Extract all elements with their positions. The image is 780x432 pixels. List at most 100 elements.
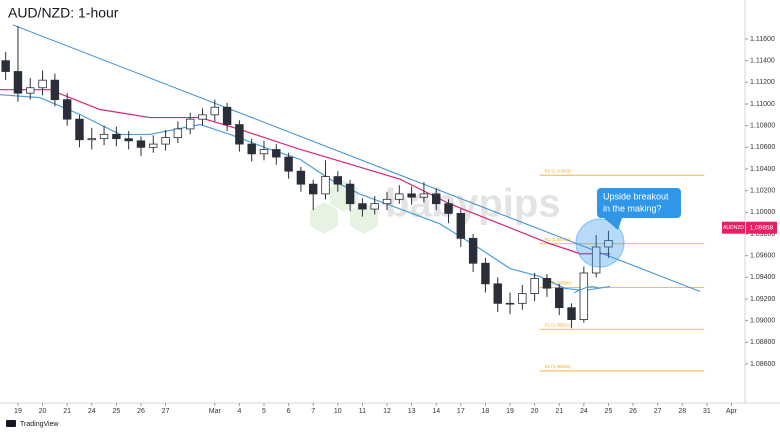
x-tick-label: 27 bbox=[654, 408, 662, 415]
candle-body bbox=[456, 213, 466, 239]
callout-box bbox=[597, 188, 681, 218]
candle-body bbox=[444, 203, 453, 214]
candle-body bbox=[124, 138, 133, 142]
candle-body bbox=[235, 124, 244, 145]
x-tick-label: Apr bbox=[726, 408, 738, 415]
highlight-circle bbox=[575, 218, 625, 268]
chart-title: AUD/NZD: 1-hour bbox=[8, 5, 119, 21]
brand: TradingView bbox=[20, 421, 59, 428]
candle-body bbox=[13, 71, 23, 94]
x-tick-label: 12 bbox=[383, 408, 391, 415]
brand-logo bbox=[6, 420, 16, 427]
y-tick-label: 1.11400 bbox=[750, 58, 775, 65]
y-tick-label: 1.11200 bbox=[750, 79, 775, 86]
x-tick-label: 14 bbox=[432, 408, 440, 415]
candle-body bbox=[591, 246, 601, 274]
curve-marker bbox=[573, 286, 599, 294]
x-tick-label: 4 bbox=[237, 408, 241, 415]
pivot-label: PP (1.09306) bbox=[545, 281, 572, 286]
pivot-label: R2 (1.10343) bbox=[545, 168, 572, 173]
candle-body bbox=[259, 149, 269, 155]
x-tick-label: 25 bbox=[112, 408, 120, 415]
candle-body bbox=[579, 272, 589, 320]
pivot-label: S1 (1.08921) bbox=[545, 322, 572, 327]
y-tick-label: 1.11000 bbox=[750, 101, 775, 108]
candle-body bbox=[395, 193, 404, 200]
x-tick-label: 31 bbox=[703, 408, 711, 415]
candle-body bbox=[38, 79, 47, 89]
candle-body bbox=[542, 278, 552, 289]
y-tick-label: 1.08800 bbox=[750, 339, 775, 346]
candle-body bbox=[432, 193, 441, 205]
y-tick-label: 1.09000 bbox=[750, 318, 775, 325]
x-tick-label: 21 bbox=[63, 408, 71, 415]
candle-body bbox=[419, 193, 429, 198]
candle-body bbox=[50, 79, 60, 101]
x-tick-label: 24 bbox=[88, 408, 96, 415]
x-tick-label: 13 bbox=[408, 408, 416, 415]
x-tick-label: 20 bbox=[531, 408, 539, 415]
candle-body bbox=[284, 156, 293, 172]
y-tick-label: 1.09400 bbox=[750, 274, 775, 281]
y-tick-label: 1.09200 bbox=[750, 296, 775, 303]
x-tick-label: 7 bbox=[311, 408, 315, 415]
moving-average bbox=[0, 89, 611, 255]
callout-text: Upside breakout bbox=[603, 191, 669, 201]
x-tick-label: 20 bbox=[39, 408, 47, 415]
x-tick-label: 11 bbox=[359, 408, 366, 415]
candle-body bbox=[505, 302, 515, 305]
callout-pointer bbox=[604, 218, 622, 230]
candle-body bbox=[149, 143, 158, 148]
candle-body bbox=[407, 193, 416, 198]
candle-body bbox=[333, 176, 343, 185]
x-tick-label: 19 bbox=[506, 408, 514, 415]
candle-body bbox=[555, 287, 564, 309]
candle-body bbox=[345, 183, 355, 205]
candle-body bbox=[247, 143, 256, 155]
price-box bbox=[746, 221, 777, 234]
candle-body bbox=[112, 133, 121, 140]
y-tick-label: 1.10400 bbox=[750, 166, 775, 173]
candle-body bbox=[1, 60, 10, 72]
candle-body bbox=[468, 237, 478, 264]
candle-body bbox=[161, 137, 170, 145]
price-symbol: AUDNZD bbox=[723, 225, 744, 231]
price-label: 1.09858 bbox=[750, 224, 774, 231]
candle-body bbox=[481, 262, 490, 285]
candle-body bbox=[370, 203, 379, 210]
x-tick-label: 27 bbox=[162, 408, 170, 415]
candle-body bbox=[210, 106, 220, 116]
candle-body bbox=[382, 198, 392, 205]
x-tick-label: 18 bbox=[482, 408, 490, 415]
candle-body bbox=[518, 293, 527, 304]
candle-body bbox=[62, 99, 72, 120]
candle-body bbox=[222, 106, 232, 125]
candle-body bbox=[296, 170, 306, 185]
candle-body bbox=[87, 138, 96, 141]
candle-body bbox=[75, 118, 84, 141]
candle-body bbox=[173, 128, 183, 138]
price-symbol-box bbox=[722, 221, 745, 234]
y-tick-label: 1.10000 bbox=[750, 209, 775, 216]
x-tick-label: Mar bbox=[209, 408, 222, 415]
x-tick-label: 26 bbox=[137, 408, 145, 415]
candle-body bbox=[308, 183, 318, 195]
y-tick-label: 1.10800 bbox=[750, 123, 775, 130]
x-tick-label: 10 bbox=[334, 408, 342, 415]
candle-body bbox=[358, 203, 367, 210]
candle-body bbox=[198, 114, 207, 120]
x-tick-label: 24 bbox=[580, 408, 588, 415]
callout-text: in the making? bbox=[603, 203, 662, 213]
candle-body bbox=[321, 176, 330, 195]
y-tick-label: 1.08600 bbox=[750, 361, 775, 368]
pivot-label: S2 (1.08536) bbox=[545, 364, 572, 369]
x-tick-label: 17 bbox=[457, 408, 465, 415]
candle-body bbox=[272, 149, 281, 158]
candle-body bbox=[530, 278, 539, 294]
plot: 1.11600 1.11400 1.11200 1.11000 1.10800 1.106… bbox=[0, 24, 775, 415]
x-tick-label: 26 bbox=[629, 408, 637, 415]
y-tick-label: 1.09800 bbox=[750, 231, 775, 238]
x-tick-label: 5 bbox=[262, 408, 266, 415]
candle-body bbox=[185, 118, 195, 130]
